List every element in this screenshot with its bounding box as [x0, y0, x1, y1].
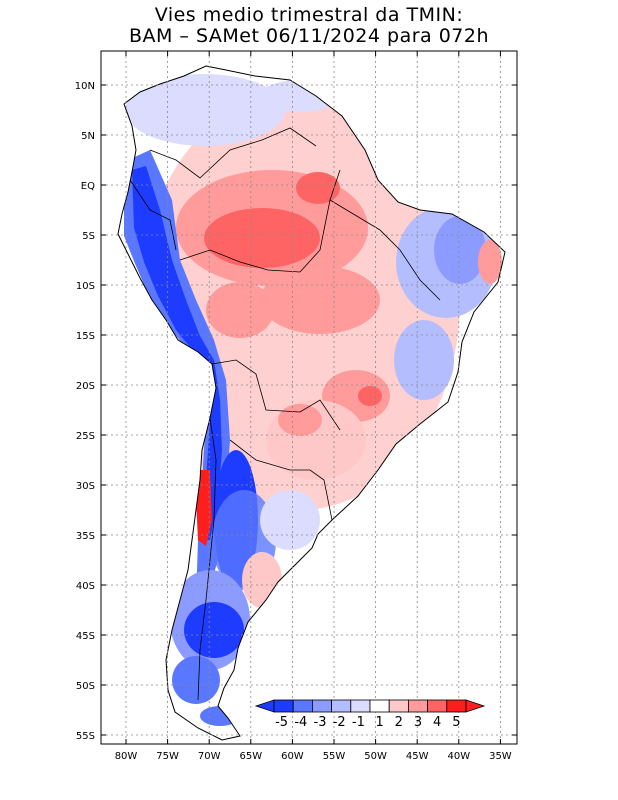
- colorbar-swatch: [388, 699, 409, 713]
- lat-tick-label: 10S: [76, 281, 95, 292]
- bias-region-minas: [394, 320, 454, 400]
- border-brazil-states: [329, 199, 441, 301]
- lon-tick-label: 65W: [239, 751, 262, 762]
- bias-region-pampas: [260, 490, 320, 550]
- colorbar-label: -5: [275, 715, 288, 730]
- border-chile-argentina: [197, 417, 217, 701]
- border-colombia-venezuela: [149, 127, 317, 179]
- lon-tick-label: 60W: [281, 751, 304, 762]
- colorbar-label: -1: [352, 715, 365, 730]
- colorbar-label: 2: [395, 715, 403, 730]
- colorbar-swatch: [427, 699, 448, 713]
- map-title-line1: Vies medio trimestral da TMIN:: [154, 4, 464, 26]
- lat-tick-label: 20S: [76, 381, 95, 392]
- lon-tick-label: 50W: [364, 751, 387, 762]
- bias-region-southeast-core: [358, 386, 382, 406]
- border-argentina-north: [229, 439, 333, 521]
- map-title-line2: BAM – SAMet 06/11/2024 para 072h: [128, 25, 490, 47]
- bias-region-south-patagonia: [172, 656, 220, 704]
- lat-tick-label: 5S: [82, 231, 95, 242]
- bias-region-amazon-core: [204, 208, 320, 268]
- colorbar-swatch: [311, 699, 332, 713]
- lon-tick-label: 35W: [489, 751, 512, 762]
- bias-region-andes-core: [132, 166, 222, 540]
- lon-tick-label: 70W: [198, 751, 221, 762]
- lat-tick-label: EQ: [81, 181, 95, 192]
- colorbar-label: 4: [433, 715, 441, 730]
- lon-tick-label: 40W: [447, 751, 470, 762]
- coastline: [117, 65, 506, 741]
- colorbar-swatch: [407, 699, 428, 713]
- lat-tick-label: 5N: [81, 131, 95, 142]
- lon-tick-label: 80W: [115, 751, 138, 762]
- lat-tick-label: 30S: [76, 481, 95, 492]
- colorbar-swatch: [292, 699, 313, 713]
- bias-region-bolivia: [206, 282, 274, 338]
- bias-region-chaco: [278, 404, 322, 436]
- bias-region-north-coast: [125, 74, 285, 146]
- lat-tick-label: 50S: [76, 681, 95, 692]
- colorbar-label: -4: [294, 715, 307, 730]
- bias-region-chile-warm: [196, 470, 212, 546]
- lon-tick-label: 75W: [156, 751, 179, 762]
- lat-tick-label: 45S: [76, 631, 95, 642]
- map-grid: [101, 51, 517, 744]
- bias-region-patagonia-core: [184, 602, 244, 658]
- lon-tick-label: 55W: [323, 751, 346, 762]
- lat-tick-label: 40S: [76, 581, 95, 592]
- lat-tick-label: 15S: [76, 331, 95, 342]
- colorbar-label: 3: [414, 715, 422, 730]
- bias-region-amazon-east: [296, 172, 340, 204]
- colorbar-swatch: [273, 699, 294, 713]
- colorbar-label: 1: [375, 715, 383, 730]
- colorbar-label: 5: [452, 715, 460, 730]
- border-brazil-north: [179, 169, 341, 273]
- latitude-axis: 10N 5N EQ 5S 10S 15S 20S 25S 30S 35S 40S 45S 50S 55S: [75, 81, 517, 742]
- colorbar: -5 -4 -3 -2 -1 1 2 3 4 5: [254, 699, 486, 730]
- bias-region-central: [260, 266, 380, 334]
- colorbar-swatch: [350, 699, 371, 713]
- colorbar-swatch: [369, 699, 390, 713]
- longitude-axis: 80W 75W 70W 65W 60W 55W 50W 45W 40W 35W: [115, 51, 512, 762]
- colorbar-swatch: [331, 699, 352, 713]
- colorbar-label: -3: [314, 715, 327, 730]
- lat-tick-label: 10N: [75, 81, 95, 92]
- lat-tick-label: 25S: [76, 431, 95, 442]
- border-bolivia-paraguay: [211, 359, 341, 431]
- lat-tick-label: 55S: [76, 731, 95, 742]
- bias-region-ne-coast: [478, 240, 502, 284]
- lat-tick-label: 35S: [76, 531, 95, 542]
- lon-tick-label: 45W: [406, 751, 429, 762]
- colorbar-arrow-high: [465, 699, 486, 713]
- colorbar-label: -2: [333, 715, 346, 730]
- colorbar-swatch: [446, 699, 467, 713]
- bias-region-northeast-core: [434, 216, 486, 284]
